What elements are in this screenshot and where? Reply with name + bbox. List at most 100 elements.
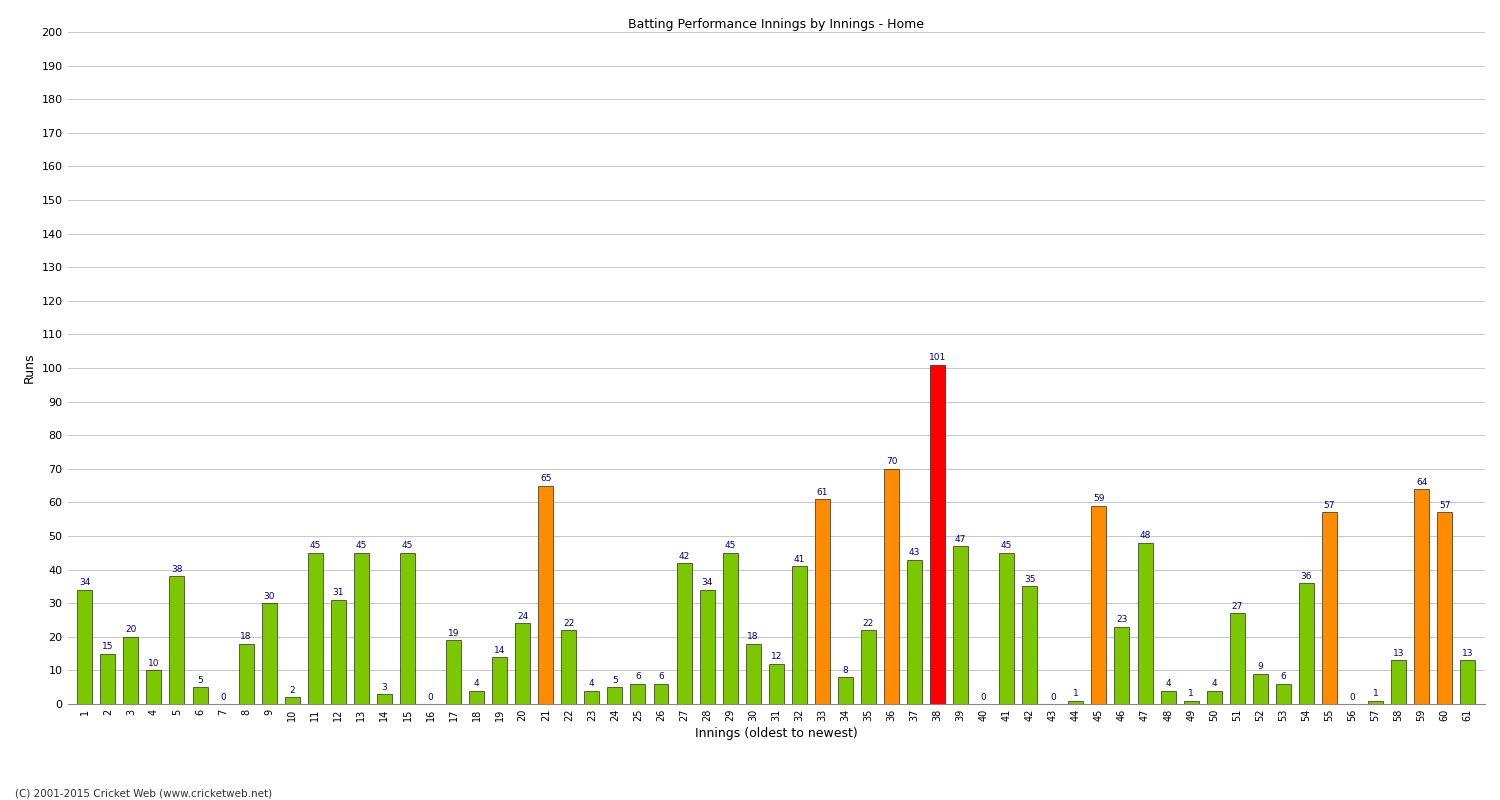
X-axis label: Innings (oldest to newest): Innings (oldest to newest): [694, 727, 858, 740]
Bar: [354, 553, 369, 704]
Bar: [1368, 701, 1383, 704]
Text: 48: 48: [1140, 531, 1150, 540]
Text: 70: 70: [885, 458, 897, 466]
Text: 0: 0: [220, 693, 226, 702]
Bar: [1206, 690, 1221, 704]
Text: 42: 42: [678, 551, 690, 561]
Text: 6: 6: [1281, 673, 1286, 682]
Bar: [770, 664, 783, 704]
Bar: [608, 687, 622, 704]
Text: 13: 13: [1462, 649, 1473, 658]
Text: 61: 61: [816, 488, 828, 497]
Bar: [192, 687, 207, 704]
Text: 2: 2: [290, 686, 296, 695]
Text: 24: 24: [518, 612, 528, 621]
Bar: [930, 365, 945, 704]
Text: 45: 45: [724, 542, 736, 550]
Bar: [514, 623, 529, 704]
Bar: [1137, 542, 1152, 704]
Text: 5: 5: [196, 676, 202, 685]
Text: 3: 3: [381, 682, 387, 691]
Text: (C) 2001-2015 Cricket Web (www.cricketweb.net): (C) 2001-2015 Cricket Web (www.cricketwe…: [15, 789, 272, 798]
Text: 0: 0: [981, 693, 987, 702]
Text: 22: 22: [562, 618, 574, 628]
Bar: [1390, 660, 1406, 704]
Text: 4: 4: [474, 679, 480, 688]
Bar: [100, 654, 116, 704]
Text: 57: 57: [1323, 501, 1335, 510]
Text: 27: 27: [1232, 602, 1244, 611]
Text: 1: 1: [1372, 690, 1378, 698]
Text: 18: 18: [240, 632, 252, 641]
Text: 36: 36: [1300, 572, 1312, 581]
Bar: [723, 553, 738, 704]
Bar: [376, 694, 392, 704]
Text: 1: 1: [1188, 690, 1194, 698]
Bar: [446, 640, 460, 704]
Text: 45: 45: [309, 542, 321, 550]
Text: 22: 22: [862, 618, 874, 628]
Bar: [1184, 701, 1198, 704]
Bar: [332, 600, 346, 704]
Text: 31: 31: [333, 589, 344, 598]
Bar: [952, 546, 968, 704]
Bar: [1437, 513, 1452, 704]
Text: 101: 101: [928, 354, 946, 362]
Text: 43: 43: [909, 548, 920, 557]
Bar: [1023, 586, 1038, 704]
Bar: [470, 690, 484, 704]
Text: 64: 64: [1416, 478, 1428, 486]
Text: 5: 5: [612, 676, 618, 685]
Bar: [400, 553, 416, 704]
Text: 4: 4: [1166, 679, 1172, 688]
Text: 45: 45: [402, 542, 412, 550]
Bar: [792, 566, 807, 704]
Text: 10: 10: [148, 659, 159, 668]
Bar: [1252, 674, 1268, 704]
Bar: [538, 486, 554, 704]
Text: 8: 8: [843, 666, 849, 674]
Title: Batting Performance Innings by Innings - Home: Batting Performance Innings by Innings -…: [628, 18, 924, 31]
Bar: [815, 499, 830, 704]
Bar: [1161, 690, 1176, 704]
Bar: [676, 563, 692, 704]
Text: 0: 0: [427, 693, 433, 702]
Text: 45: 45: [356, 542, 368, 550]
Bar: [285, 698, 300, 704]
Bar: [630, 684, 645, 704]
Bar: [1299, 583, 1314, 704]
Bar: [261, 603, 276, 704]
Text: 41: 41: [794, 555, 806, 564]
Bar: [861, 630, 876, 704]
Bar: [1068, 701, 1083, 704]
Text: 34: 34: [80, 578, 90, 587]
Bar: [746, 643, 760, 704]
Bar: [123, 637, 138, 704]
Bar: [839, 677, 854, 704]
Text: 45: 45: [1000, 542, 1012, 550]
Text: 18: 18: [747, 632, 759, 641]
Bar: [1230, 614, 1245, 704]
Bar: [147, 670, 162, 704]
Bar: [908, 559, 922, 704]
Text: 0: 0: [1350, 693, 1356, 702]
Bar: [999, 553, 1014, 704]
Bar: [654, 684, 669, 704]
Text: 59: 59: [1094, 494, 1104, 503]
Y-axis label: Runs: Runs: [22, 353, 36, 383]
Text: 47: 47: [956, 534, 966, 544]
Text: 4: 4: [1212, 679, 1216, 688]
Text: 19: 19: [448, 629, 459, 638]
Text: 38: 38: [171, 565, 183, 574]
Text: 6: 6: [658, 673, 664, 682]
Text: 20: 20: [124, 626, 136, 634]
Bar: [170, 576, 184, 704]
Bar: [699, 590, 714, 704]
Text: 13: 13: [1394, 649, 1404, 658]
Text: 34: 34: [702, 578, 712, 587]
Bar: [238, 643, 254, 704]
Bar: [492, 657, 507, 704]
Text: 0: 0: [1050, 693, 1056, 702]
Text: 23: 23: [1116, 615, 1128, 624]
Bar: [1276, 684, 1292, 704]
